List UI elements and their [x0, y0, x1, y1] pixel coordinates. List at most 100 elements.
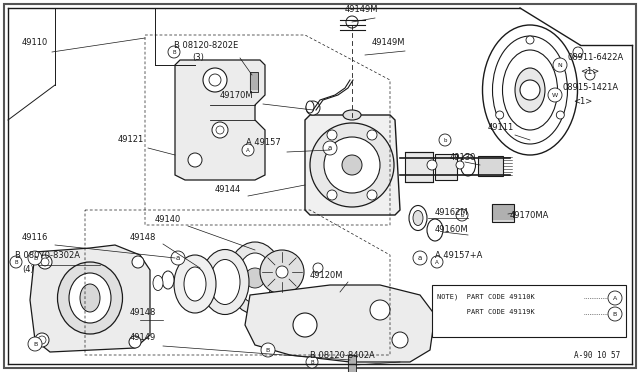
Ellipse shape [69, 273, 111, 323]
Circle shape [306, 356, 318, 368]
Circle shape [260, 250, 304, 294]
Circle shape [276, 266, 288, 278]
Circle shape [367, 130, 377, 140]
Ellipse shape [153, 276, 163, 291]
Circle shape [28, 251, 42, 265]
Text: (4): (4) [22, 265, 34, 274]
Circle shape [306, 101, 320, 115]
Ellipse shape [483, 25, 577, 155]
Circle shape [10, 256, 22, 268]
Circle shape [370, 300, 390, 320]
Text: 49120M: 49120M [310, 271, 344, 280]
Text: B: B [33, 256, 37, 260]
Circle shape [324, 137, 380, 193]
Circle shape [427, 160, 437, 170]
Text: A: A [435, 260, 439, 264]
Circle shape [608, 307, 622, 321]
Bar [492, 204, 514, 222]
Text: 49162M: 49162M [435, 208, 468, 217]
Circle shape [242, 144, 254, 156]
Circle shape [342, 155, 362, 175]
Text: A 49157: A 49157 [246, 138, 281, 147]
Text: 49140: 49140 [155, 215, 181, 224]
Circle shape [413, 251, 427, 265]
Ellipse shape [409, 205, 427, 231]
Circle shape [608, 291, 622, 305]
Text: B 08070-8302A: B 08070-8302A [15, 251, 80, 260]
Ellipse shape [427, 219, 443, 241]
Text: B: B [172, 49, 176, 55]
Text: 49130: 49130 [450, 153, 476, 162]
Ellipse shape [210, 260, 240, 305]
Text: A 49157+A: A 49157+A [435, 251, 483, 260]
Circle shape [313, 305, 323, 315]
Circle shape [323, 141, 337, 155]
Bar [478, 156, 503, 176]
Circle shape [585, 70, 595, 80]
Ellipse shape [237, 253, 273, 303]
Circle shape [188, 153, 202, 167]
Circle shape [203, 68, 227, 92]
Text: a: a [176, 255, 180, 261]
Circle shape [209, 74, 221, 86]
Circle shape [41, 258, 49, 266]
Text: B: B [14, 260, 18, 264]
Circle shape [132, 256, 144, 268]
Circle shape [439, 134, 451, 146]
Circle shape [496, 111, 504, 119]
Text: 49144: 49144 [215, 185, 241, 194]
Ellipse shape [227, 242, 282, 314]
Polygon shape [175, 60, 265, 180]
Text: 49111: 49111 [488, 123, 515, 132]
Text: 49110: 49110 [22, 38, 48, 47]
Circle shape [313, 263, 323, 273]
Text: A: A [246, 148, 250, 153]
Circle shape [245, 268, 265, 288]
Ellipse shape [515, 68, 545, 112]
Bar [432, 285, 626, 337]
Text: B: B [266, 347, 270, 353]
Text: B: B [310, 359, 314, 365]
Circle shape [573, 47, 583, 57]
Circle shape [327, 190, 337, 200]
Ellipse shape [80, 284, 100, 312]
Circle shape [171, 251, 185, 265]
Text: b: b [460, 212, 464, 218]
Text: 49149M: 49149M [345, 5, 378, 14]
Circle shape [310, 123, 394, 207]
Text: 49170MA: 49170MA [510, 211, 549, 220]
Polygon shape [245, 285, 435, 362]
Bar [292, 295, 304, 303]
Circle shape [212, 122, 228, 138]
Text: 49160M: 49160M [435, 225, 468, 234]
Circle shape [431, 256, 443, 268]
Text: A-90 10 57: A-90 10 57 [573, 351, 620, 360]
Bar [250, 72, 258, 92]
Text: B 08120-8402A: B 08120-8402A [310, 351, 375, 360]
Ellipse shape [184, 267, 206, 301]
Circle shape [548, 88, 562, 102]
Text: PART CODE 49119K: PART CODE 49119K [437, 309, 535, 315]
Circle shape [327, 130, 337, 140]
Text: B: B [33, 341, 37, 346]
Text: (3): (3) [192, 53, 204, 62]
Ellipse shape [461, 154, 476, 176]
Circle shape [392, 332, 408, 348]
Circle shape [38, 255, 52, 269]
Text: a: a [418, 255, 422, 261]
Circle shape [553, 58, 567, 72]
Circle shape [367, 190, 377, 200]
Ellipse shape [343, 110, 361, 120]
Circle shape [35, 333, 49, 347]
Bar [348, 355, 356, 372]
Text: 08911-6422A: 08911-6422A [568, 53, 624, 62]
Circle shape [216, 126, 224, 134]
Text: NOTE)  PART CODE 49110K: NOTE) PART CODE 49110K [437, 293, 535, 299]
Circle shape [456, 161, 464, 169]
Text: 49149: 49149 [130, 333, 156, 342]
Circle shape [28, 337, 42, 351]
Circle shape [293, 313, 317, 337]
Ellipse shape [174, 255, 216, 313]
Text: 49148: 49148 [130, 233, 156, 242]
Ellipse shape [306, 101, 314, 113]
